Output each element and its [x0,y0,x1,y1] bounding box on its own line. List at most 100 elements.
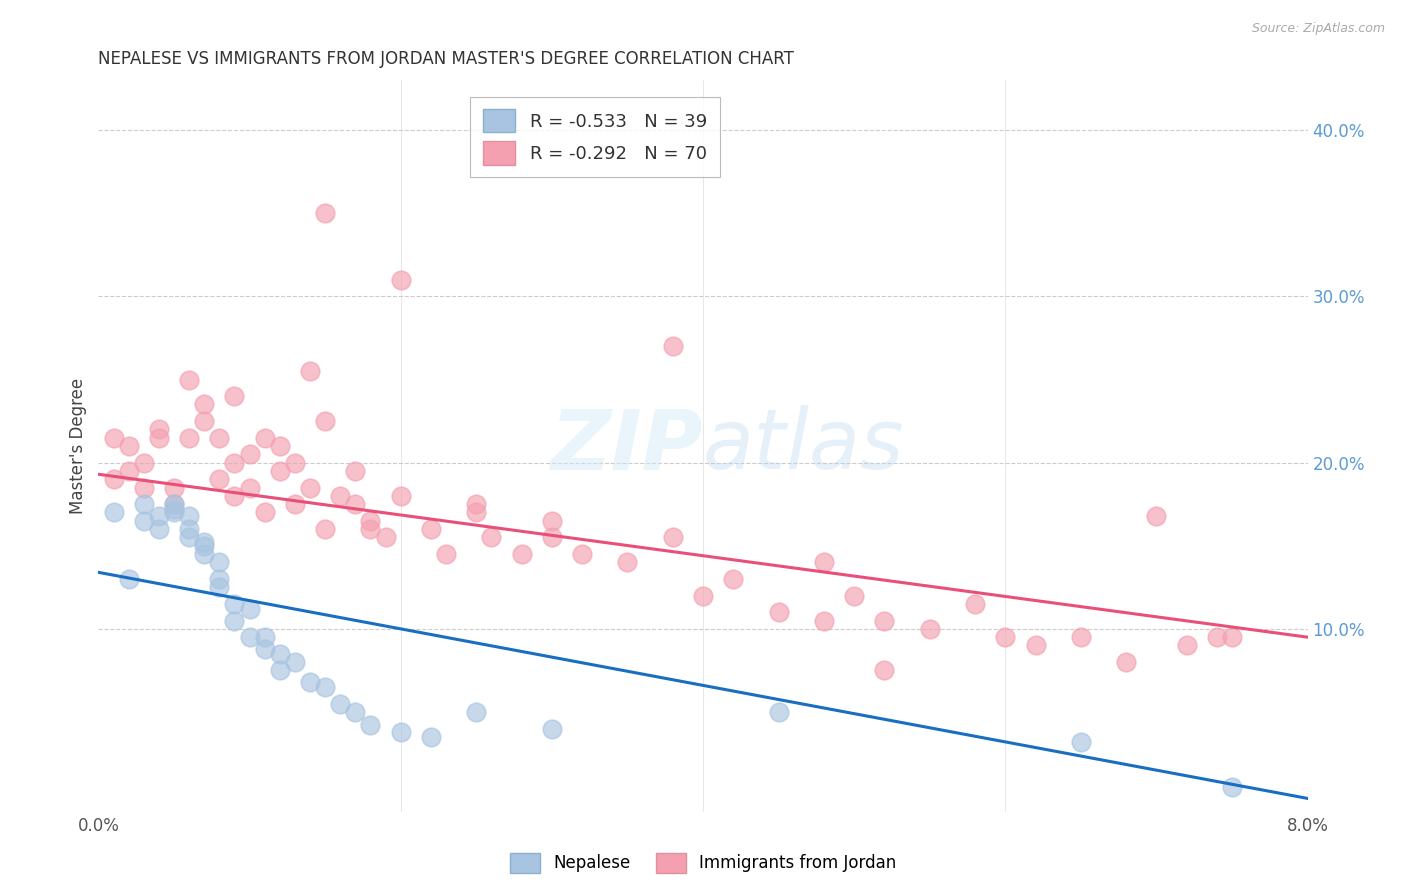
Text: NEPALESE VS IMMIGRANTS FROM JORDAN MASTER'S DEGREE CORRELATION CHART: NEPALESE VS IMMIGRANTS FROM JORDAN MASTE… [98,50,794,68]
Point [1206,630,1229,644]
Point [723,572,745,586]
Point [1070,630,1092,644]
Point [360,522,382,536]
Point [1025,639,1047,653]
Point [118,439,141,453]
Point [163,497,186,511]
Point [541,722,564,736]
Point [329,489,352,503]
Point [132,514,155,528]
Point [360,718,382,732]
Point [132,481,155,495]
Point [224,389,246,403]
Point [1175,639,1198,653]
Point [420,730,443,744]
Point [103,472,125,486]
Point [269,439,291,453]
Point [360,514,382,528]
Point [1220,780,1243,794]
Y-axis label: Master's Degree: Master's Degree [69,378,87,514]
Point [253,506,276,520]
Point [193,397,215,411]
Point [768,605,790,619]
Point [193,414,215,428]
Point [344,497,367,511]
Point [224,489,246,503]
Point [314,414,336,428]
Point [208,472,231,486]
Point [1115,655,1137,669]
Point [193,547,215,561]
Point [179,431,201,445]
Point [208,572,231,586]
Point [239,447,262,461]
Point [541,514,564,528]
Point [541,530,564,544]
Point [193,535,215,549]
Point [465,506,488,520]
Point [103,506,125,520]
Point [389,273,412,287]
Point [465,705,488,719]
Point [873,664,896,678]
Point [299,675,322,690]
Point [481,530,503,544]
Point [148,422,170,436]
Point [269,647,291,661]
Text: ZIP: ZIP [550,406,703,486]
Point [571,547,593,561]
Point [374,530,396,544]
Point [692,589,714,603]
Point [269,464,291,478]
Point [465,497,488,511]
Point [389,725,412,739]
Point [208,555,231,569]
Point [148,522,170,536]
Point [510,547,533,561]
Point [329,697,352,711]
Legend: R = -0.533   N = 39, R = -0.292   N = 70: R = -0.533 N = 39, R = -0.292 N = 70 [470,96,720,178]
Point [118,572,141,586]
Point [284,655,307,669]
Point [224,597,246,611]
Point [132,497,155,511]
Legend: Nepalese, Immigrants from Jordan: Nepalese, Immigrants from Jordan [503,847,903,880]
Point [163,481,186,495]
Point [103,431,125,445]
Point [253,630,276,644]
Point [253,641,276,656]
Point [284,497,307,511]
Point [314,522,336,536]
Point [314,206,336,220]
Point [163,502,186,516]
Point [208,431,231,445]
Point [179,530,201,544]
Point [420,522,443,536]
Point [813,614,835,628]
Point [918,622,941,636]
Point [239,602,262,616]
Point [434,547,457,561]
Point [844,589,866,603]
Point [994,630,1017,644]
Point [239,630,262,644]
Point [239,481,262,495]
Point [179,372,201,386]
Point [179,508,201,523]
Point [299,364,322,378]
Point [1070,735,1092,749]
Text: Source: ZipAtlas.com: Source: ZipAtlas.com [1251,22,1385,36]
Point [662,339,685,353]
Point [344,705,367,719]
Point [616,555,638,569]
Point [662,530,685,544]
Point [163,497,186,511]
Point [965,597,987,611]
Point [1146,508,1168,523]
Point [163,506,186,520]
Point [813,555,835,569]
Point [768,705,790,719]
Point [132,456,155,470]
Point [148,431,170,445]
Point [193,539,215,553]
